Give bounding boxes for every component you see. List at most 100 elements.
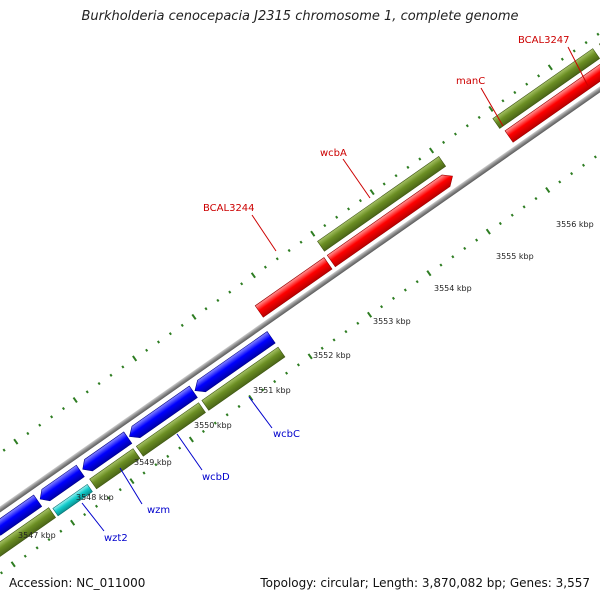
leader-bcal3247 bbox=[567, 46, 589, 87]
minor-tick bbox=[537, 74, 541, 78]
minor-tick bbox=[38, 423, 42, 427]
accession-text: Accession: NC_011000 bbox=[9, 576, 146, 590]
minor-tick bbox=[2, 448, 6, 452]
major-tick bbox=[547, 64, 553, 71]
minor-tick bbox=[347, 207, 351, 211]
scale-labels: 3547 kbp 3548 kbp 3549 kbp 3550 kbp 3551… bbox=[18, 220, 594, 540]
minor-tick bbox=[534, 196, 538, 201]
minor-tick bbox=[204, 307, 208, 311]
minor-tick bbox=[285, 371, 289, 375]
minor-tick bbox=[451, 255, 455, 259]
major-tick bbox=[132, 355, 138, 362]
minor-tick bbox=[261, 388, 265, 392]
minor-tick bbox=[61, 406, 66, 411]
minor-tick bbox=[240, 282, 244, 286]
minor-tick bbox=[332, 338, 336, 342]
minor-tick bbox=[296, 363, 300, 367]
gene-wcbc-blue[interactable] bbox=[191, 331, 276, 397]
label-manc: manC bbox=[456, 76, 485, 87]
gene-bcal3244-red[interactable] bbox=[254, 257, 333, 318]
gene-wzm-blue[interactable] bbox=[79, 431, 133, 475]
minor-tick bbox=[382, 182, 386, 186]
cds-wzm-green[interactable] bbox=[89, 448, 141, 490]
major-tick bbox=[191, 313, 197, 320]
minor-tick bbox=[213, 421, 217, 425]
inner-tick-row bbox=[0, 155, 597, 575]
major-tick bbox=[188, 436, 194, 443]
genome-backbone bbox=[0, 33, 600, 566]
major-tick bbox=[72, 396, 78, 404]
minor-tick bbox=[156, 340, 161, 344]
minor-tick bbox=[263, 265, 267, 269]
reverse-gene-track bbox=[0, 331, 276, 539]
cds-upstream-green[interactable] bbox=[0, 507, 56, 573]
major-tick bbox=[250, 272, 256, 279]
label-wzm: wzm bbox=[147, 505, 170, 516]
major-tick bbox=[545, 186, 551, 194]
gene-upstream-blue[interactable] bbox=[0, 494, 43, 539]
map-title: Burkholderia cenocepacia J2315 chromosom… bbox=[81, 9, 519, 24]
minor-tick bbox=[358, 199, 362, 203]
major-tick bbox=[129, 478, 135, 485]
reverse-gene-labels: wzt2 wzm wcbD wcbC bbox=[104, 429, 300, 544]
scale-label: 3549 kbp bbox=[134, 458, 172, 467]
major-tick bbox=[70, 519, 76, 526]
major-tick bbox=[310, 230, 316, 237]
minor-tick bbox=[26, 431, 30, 436]
cds-wcbc-green[interactable] bbox=[201, 346, 286, 411]
scale-label: 3556 kbp bbox=[556, 220, 594, 229]
scale-label: 3548 kbp bbox=[76, 493, 114, 502]
minor-tick bbox=[0, 571, 4, 575]
major-tick bbox=[10, 561, 16, 568]
minor-tick bbox=[216, 298, 220, 303]
label-bcal3247: BCAL3247 bbox=[518, 35, 570, 46]
minor-tick bbox=[166, 454, 170, 458]
leader-wzm bbox=[119, 467, 143, 505]
minor-tick bbox=[225, 413, 229, 417]
reverse-label-leaders bbox=[81, 396, 273, 532]
cds-manc-green[interactable] bbox=[492, 48, 600, 129]
minor-tick bbox=[522, 205, 526, 209]
gene-wcba-red[interactable] bbox=[326, 170, 456, 268]
scale-label: 3553 kbp bbox=[373, 317, 411, 326]
forward-label-leaders bbox=[251, 46, 589, 252]
minor-tick bbox=[180, 323, 184, 327]
gene-manc-red[interactable] bbox=[504, 61, 600, 143]
label-wcba: wcbA bbox=[320, 148, 347, 159]
minor-tick bbox=[442, 140, 446, 144]
minor-tick bbox=[596, 32, 600, 36]
forward-cds-track bbox=[317, 0, 600, 252]
minor-tick bbox=[97, 381, 101, 386]
gene-wcbd-blue[interactable] bbox=[125, 385, 198, 442]
scale-label: 3552 kbp bbox=[313, 351, 351, 360]
leader-wzt2 bbox=[81, 502, 105, 532]
minor-tick bbox=[584, 41, 588, 45]
gene-wzt2-blue[interactable] bbox=[36, 464, 85, 505]
minor-tick bbox=[570, 171, 574, 176]
minor-tick bbox=[201, 429, 205, 434]
minor-tick bbox=[35, 546, 39, 550]
major-tick bbox=[367, 311, 373, 318]
minor-tick bbox=[323, 223, 327, 228]
minor-tick bbox=[106, 496, 110, 500]
forward-gene-track bbox=[254, 61, 600, 318]
major-tick bbox=[13, 438, 19, 445]
minor-tick bbox=[475, 238, 479, 242]
minor-tick bbox=[121, 365, 125, 369]
scale-label: 3551 kbp bbox=[253, 386, 291, 395]
reverse-cds-track bbox=[0, 346, 286, 573]
minor-tick bbox=[510, 213, 514, 217]
minor-tick bbox=[145, 348, 149, 352]
minor-tick bbox=[335, 215, 339, 219]
minor-tick bbox=[320, 346, 324, 350]
cds-wcbd-green[interactable] bbox=[135, 402, 206, 457]
label-wzt2: wzt2 bbox=[104, 533, 128, 544]
cds-wcba-green[interactable] bbox=[317, 156, 447, 252]
minor-tick bbox=[83, 512, 87, 517]
cds-wzt2-cyan[interactable] bbox=[52, 483, 93, 517]
minor-tick bbox=[85, 390, 89, 394]
minor-tick bbox=[581, 163, 586, 167]
minor-tick bbox=[415, 280, 419, 284]
minor-tick bbox=[501, 99, 505, 103]
